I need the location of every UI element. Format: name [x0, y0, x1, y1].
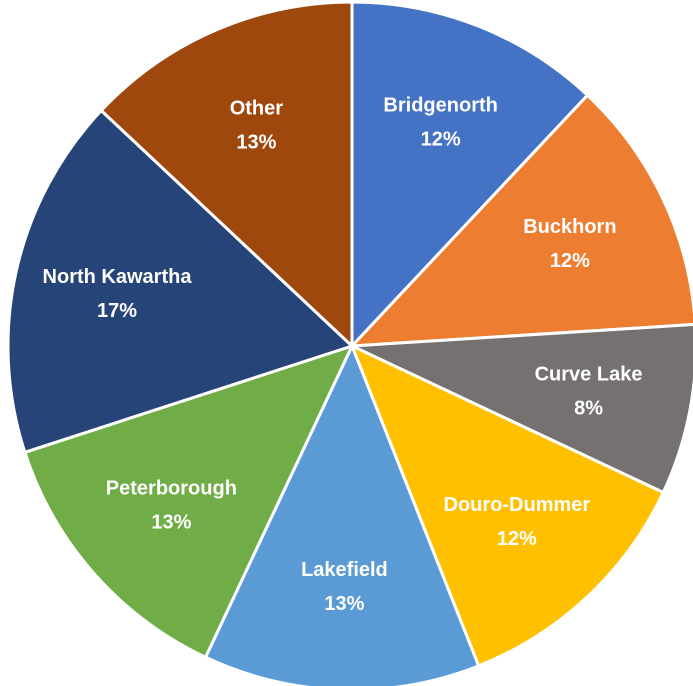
slice-value-label: 13% — [236, 131, 276, 153]
slice-value-label: 13% — [151, 512, 191, 534]
slice-value-label: 17% — [97, 300, 137, 322]
pie-slice — [348, 93, 693, 348]
pie-slice — [99, 0, 354, 350]
slice-label: Douro-Dummer — [444, 494, 591, 516]
pie-slice — [6, 108, 355, 455]
slice-label: Other — [230, 97, 284, 119]
slice-label: Peterborough — [106, 478, 237, 500]
slice-value-label: 12% — [550, 250, 590, 272]
slice-value-label: 8% — [574, 397, 603, 419]
slice-label: Lakefield — [301, 559, 388, 581]
pie-slice — [203, 342, 481, 686]
pie-slice — [350, 0, 590, 350]
pie-slice — [349, 343, 666, 668]
slice-value-label: 12% — [421, 128, 461, 150]
slice-value-label: 12% — [497, 528, 537, 550]
slice-label: Buckhorn — [523, 216, 616, 238]
slice-label: Bridgenorth — [383, 94, 497, 116]
slice-label: North Kawartha — [43, 266, 193, 288]
pie-slice — [22, 343, 355, 660]
slice-label: Curve Lake — [535, 363, 643, 385]
pie-slice — [351, 323, 693, 495]
slice-value-label: 13% — [324, 593, 364, 615]
